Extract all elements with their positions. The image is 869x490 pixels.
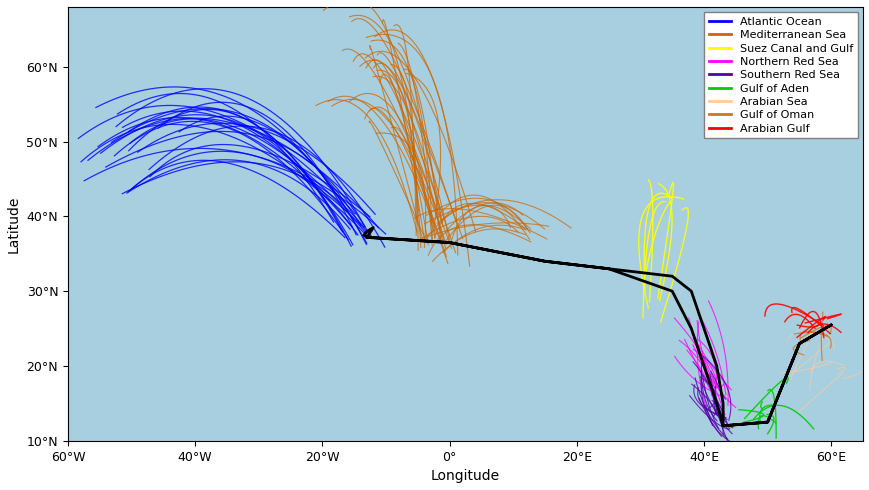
Legend: Atlantic Ocean, Mediterranean Sea, Suez Canal and Gulf, Northern Red Sea, Southe: Atlantic Ocean, Mediterranean Sea, Suez … <box>703 13 857 138</box>
X-axis label: Longitude: Longitude <box>430 469 500 483</box>
Y-axis label: Latitude: Latitude <box>7 195 21 252</box>
